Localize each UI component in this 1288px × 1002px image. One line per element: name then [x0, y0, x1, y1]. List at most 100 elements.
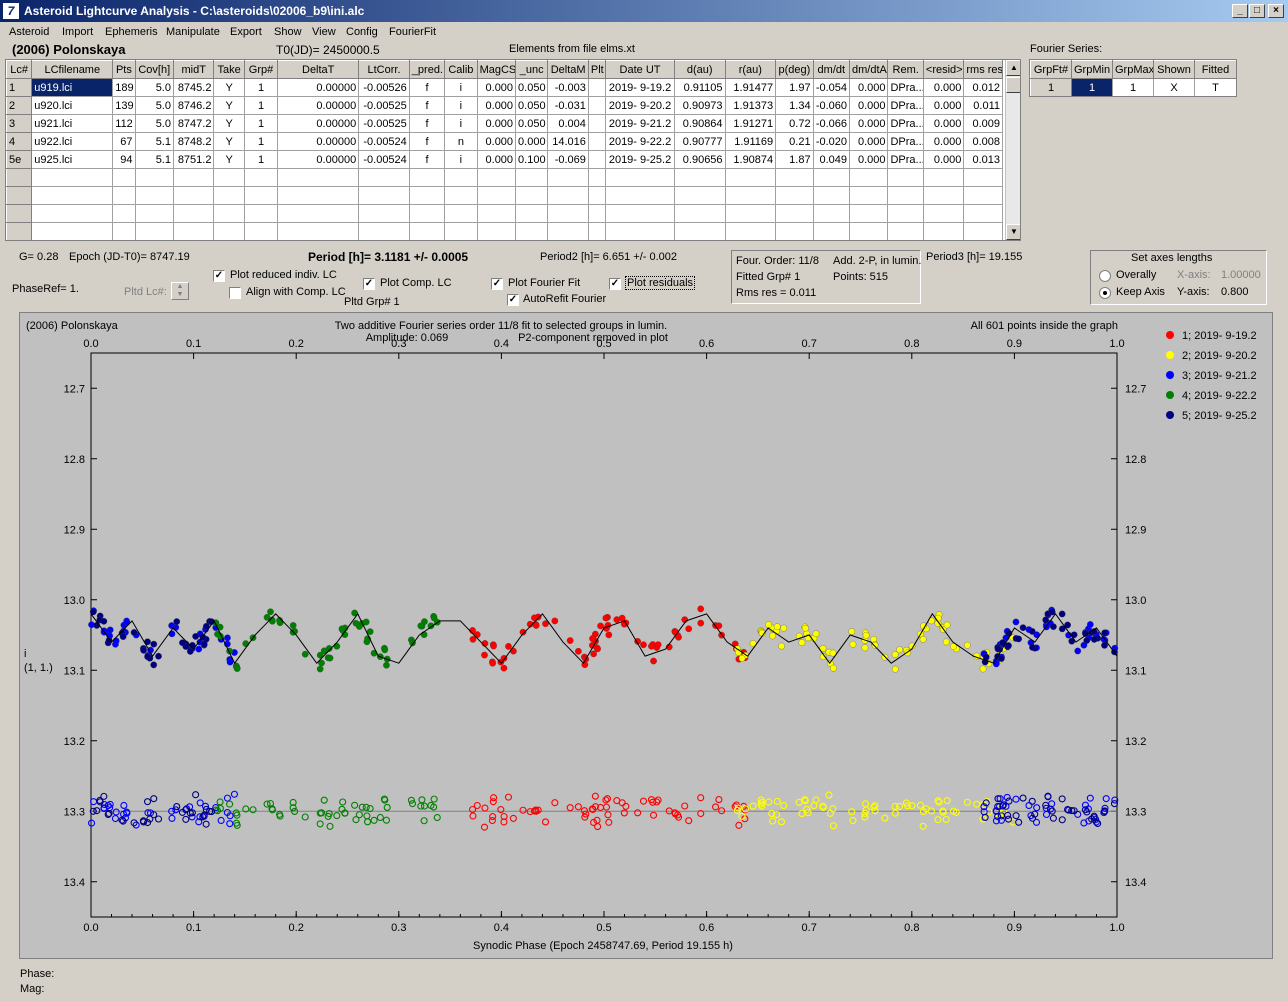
table-row[interactable]: 3 u921.lci 112 5.0 8747.2 Y 1 0.00000 -0.00525 f i… — [6, 114, 1003, 133]
column-header[interactable]: Cov[h] — [134, 60, 174, 79]
table-cell[interactable]: 1 — [243, 96, 279, 115]
table-cell[interactable] — [724, 204, 777, 223]
table-cell[interactable] — [605, 204, 675, 223]
table-cell[interactable] — [476, 222, 517, 240]
table-cell[interactable]: 0.000 — [476, 150, 517, 169]
table-cell[interactable]: 0.91105 — [673, 78, 726, 97]
table-cell[interactable] — [963, 204, 1003, 223]
table-cell[interactable] — [213, 204, 245, 223]
table-cell[interactable] — [812, 204, 851, 223]
table-cell[interactable]: 0.21 — [775, 132, 814, 151]
table-cell[interactable]: 0.000 — [476, 132, 517, 151]
table-cell[interactable] — [922, 222, 965, 240]
fourier-column-header[interactable]: Shown — [1153, 60, 1195, 79]
table-cell[interactable]: DPra... — [887, 150, 924, 169]
table-cell[interactable]: 0.000 — [922, 114, 965, 133]
table-cell[interactable]: -0.003 — [547, 78, 589, 97]
table-cell[interactable] — [887, 204, 924, 223]
table-cell[interactable] — [444, 186, 478, 205]
column-header[interactable]: LCfilename — [31, 60, 114, 79]
table-cell[interactable] — [358, 168, 410, 187]
table-cell[interactable]: 0.00000 — [277, 132, 360, 151]
table-cell[interactable] — [673, 186, 726, 205]
title-bar[interactable]: 7 Asteroid Lightcurve Analysis - C:\aste… — [0, 0, 1288, 22]
plot-panel[interactable]: (2006) Polonskaya Two additive Fourier s… — [19, 312, 1273, 959]
table-cell[interactable]: f — [408, 150, 446, 169]
table-cell[interactable] — [963, 186, 1003, 205]
table-cell[interactable]: 2019- 9-22.2 — [605, 132, 675, 151]
keep-axis-radio[interactable] — [1099, 287, 1111, 299]
menu-ephemeris[interactable]: Ephemeris — [105, 26, 158, 38]
table-cell[interactable]: 0.000 — [922, 78, 965, 97]
table-cell[interactable]: 0.000 — [476, 96, 517, 115]
table-cell[interactable]: 0.000 — [849, 96, 889, 115]
table-cell[interactable]: i — [444, 114, 478, 133]
align-checkbox[interactable] — [229, 287, 241, 299]
table-cell[interactable] — [358, 222, 410, 240]
table-cell[interactable]: DPra... — [887, 78, 924, 97]
row-header[interactable]: 3 — [6, 114, 33, 133]
yaxis-value[interactable]: 0.800 — [1221, 286, 1249, 298]
table-cell[interactable]: 1.91477 — [724, 78, 777, 97]
table-cell[interactable]: f — [408, 96, 446, 115]
table-cell[interactable] — [812, 168, 851, 187]
table-cell[interactable] — [724, 168, 777, 187]
table-cell[interactable]: 0.049 — [812, 150, 851, 169]
table-cell[interactable] — [277, 204, 360, 223]
table-cell[interactable]: 139 — [112, 96, 136, 115]
table-cell[interactable]: 0.90777 — [673, 132, 726, 151]
table-cell[interactable] — [134, 186, 174, 205]
table-cell[interactable]: DPra... — [887, 114, 924, 133]
table-cell[interactable] — [134, 222, 174, 240]
column-header[interactable]: Take — [213, 60, 245, 79]
table-cell[interactable]: Y — [213, 150, 245, 169]
table-cell[interactable] — [849, 204, 889, 223]
table-cell[interactable] — [724, 222, 777, 240]
table-cell[interactable] — [134, 204, 174, 223]
menu-config[interactable]: Config — [346, 26, 378, 38]
row-header[interactable]: 1 — [1030, 78, 1072, 96]
fourier-cell[interactable]: T — [1194, 78, 1236, 96]
table-cell[interactable]: 8745.2 — [172, 78, 215, 97]
table-cell[interactable] — [444, 204, 478, 223]
row-header[interactable]: 2 — [6, 96, 33, 115]
table-cell[interactable]: 2019- 9-20.2 — [605, 96, 675, 115]
table-cell[interactable]: 1.91169 — [724, 132, 777, 151]
table-cell[interactable] — [277, 222, 360, 240]
lightcurve-chart[interactable]: (2006) Polonskaya Two additive Fourier s… — [20, 313, 1272, 958]
column-header[interactable]: Grp# — [243, 60, 279, 79]
table-cell[interactable] — [922, 186, 965, 205]
table-cell[interactable] — [587, 96, 607, 115]
column-header[interactable]: dm/dtA — [849, 60, 889, 79]
table-cell[interactable] — [243, 222, 279, 240]
close-button[interactable]: × — [1268, 4, 1284, 18]
table-cell[interactable]: n — [444, 132, 478, 151]
table-cell[interactable] — [922, 168, 965, 187]
fourier-cell[interactable]: 1 — [1112, 78, 1154, 96]
table-cell[interactable] — [587, 78, 607, 97]
column-header[interactable]: LtCorr. — [358, 60, 410, 79]
table-cell[interactable] — [213, 168, 245, 187]
table-cell[interactable]: 94 — [112, 150, 136, 169]
table-cell[interactable] — [444, 168, 478, 187]
table-cell[interactable]: 2019- 9-19.2 — [605, 78, 675, 97]
column-header[interactable]: d(au) — [673, 60, 726, 79]
overally-radio[interactable] — [1099, 270, 1111, 282]
table-cell[interactable]: -0.066 — [812, 114, 851, 133]
table-cell[interactable]: 0.011 — [963, 96, 1003, 115]
table-cell[interactable] — [587, 150, 607, 169]
column-header[interactable]: Date UT — [605, 60, 675, 79]
table-cell[interactable]: -0.069 — [547, 150, 589, 169]
fourier-column-header[interactable]: GrpMax — [1112, 60, 1154, 79]
table-cell[interactable]: 67 — [112, 132, 136, 151]
table-cell[interactable] — [358, 204, 410, 223]
column-header[interactable]: dm/dt — [812, 60, 851, 79]
autorefit-checkbox[interactable]: ✓ — [507, 294, 519, 306]
table-cell[interactable] — [587, 114, 607, 133]
table-cell[interactable] — [775, 168, 814, 187]
table-cell[interactable]: 1 — [243, 78, 279, 97]
table-cell[interactable]: 0.000 — [476, 78, 517, 97]
table-cell[interactable]: 0.000 — [849, 150, 889, 169]
table-cell[interactable] — [31, 204, 114, 223]
table-cell[interactable]: 0.009 — [963, 114, 1003, 133]
